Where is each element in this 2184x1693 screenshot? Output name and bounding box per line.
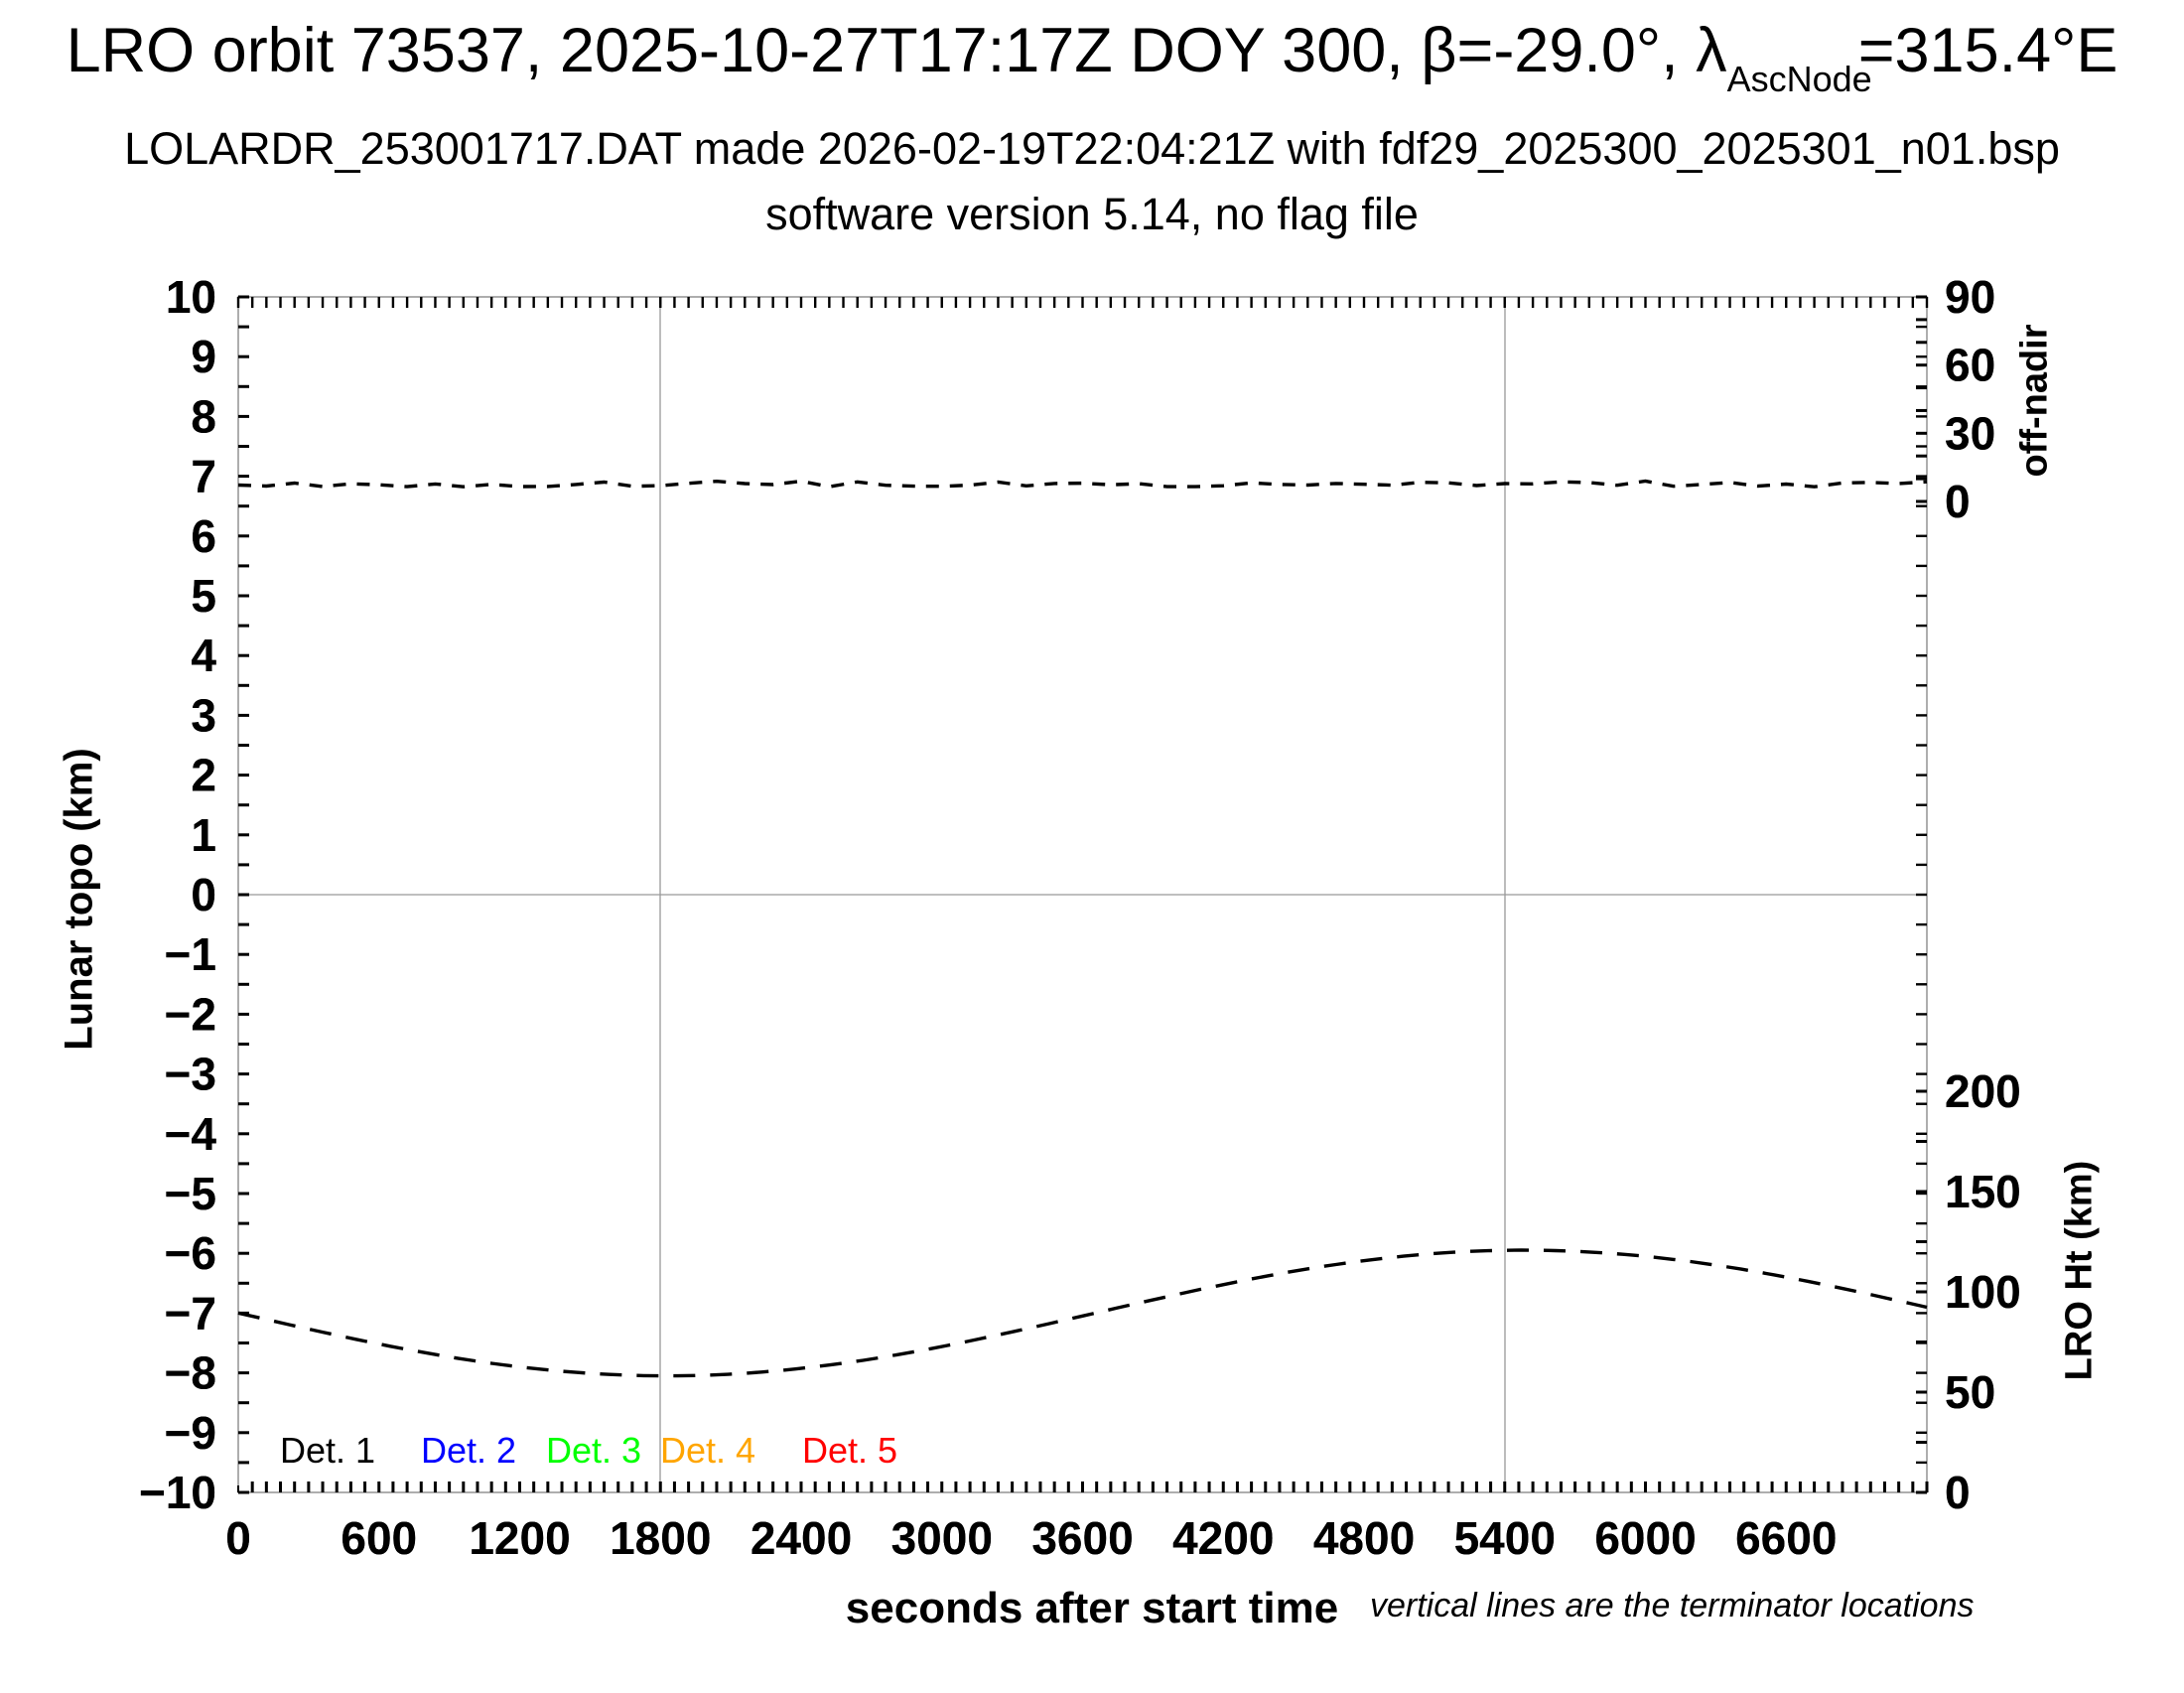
svg-text:4: 4 <box>191 630 216 681</box>
svg-text:−1: −1 <box>165 928 216 980</box>
svg-text:−9: −9 <box>165 1407 216 1459</box>
svg-text:−10: −10 <box>139 1467 216 1518</box>
svg-text:1200: 1200 <box>469 1512 570 1564</box>
svg-text:−2: −2 <box>165 988 216 1040</box>
svg-text:60: 60 <box>1945 340 1995 391</box>
svg-text:−6: −6 <box>165 1227 216 1279</box>
svg-text:2: 2 <box>191 750 216 801</box>
svg-text:6: 6 <box>191 510 216 562</box>
svg-text:50: 50 <box>1945 1366 1995 1418</box>
svg-text:−7: −7 <box>165 1287 216 1339</box>
svg-text:−5: −5 <box>165 1168 216 1219</box>
svg-text:7: 7 <box>191 451 216 502</box>
svg-text:3600: 3600 <box>1031 1512 1133 1564</box>
svg-text:0: 0 <box>1945 476 1971 527</box>
svg-text:6000: 6000 <box>1594 1512 1696 1564</box>
svg-text:6600: 6600 <box>1735 1512 1837 1564</box>
svg-text:1800: 1800 <box>610 1512 711 1564</box>
svg-text:4200: 4200 <box>1172 1512 1274 1564</box>
svg-text:90: 90 <box>1945 271 1995 323</box>
svg-text:5400: 5400 <box>1454 1512 1556 1564</box>
svg-text:2400: 2400 <box>751 1512 852 1564</box>
svg-text:3: 3 <box>191 689 216 741</box>
svg-text:100: 100 <box>1945 1266 2021 1318</box>
svg-text:600: 600 <box>341 1512 417 1564</box>
svg-text:30: 30 <box>1945 407 1995 459</box>
svg-text:9: 9 <box>191 331 216 382</box>
svg-text:10: 10 <box>166 271 216 323</box>
svg-text:150: 150 <box>1945 1166 2021 1217</box>
svg-text:−8: −8 <box>165 1347 216 1399</box>
svg-text:5: 5 <box>191 570 216 622</box>
svg-text:0: 0 <box>1945 1467 1971 1518</box>
svg-text:1: 1 <box>191 809 216 861</box>
svg-text:−3: −3 <box>165 1049 216 1100</box>
svg-text:0: 0 <box>191 869 216 920</box>
svg-text:4800: 4800 <box>1313 1512 1415 1564</box>
svg-text:−4: −4 <box>165 1108 217 1160</box>
svg-text:200: 200 <box>1945 1065 2021 1117</box>
svg-text:0: 0 <box>225 1512 251 1564</box>
svg-text:8: 8 <box>191 390 216 442</box>
svg-text:3000: 3000 <box>891 1512 993 1564</box>
